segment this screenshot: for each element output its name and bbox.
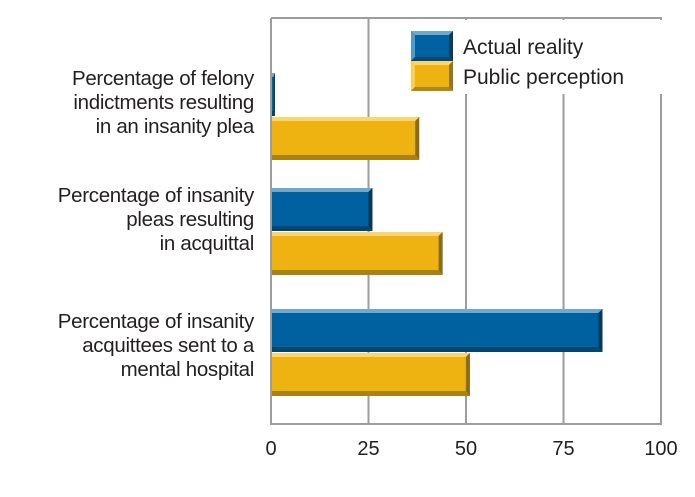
legend-item-public-perception: Public perception [411,61,624,91]
legend-swatch-actual-reality [411,31,453,61]
bar-public-perception-3 [271,353,470,396]
plot-frame [270,17,662,425]
bar-actual-reality-2 [271,188,373,231]
x-tick-label-100: 100 [644,438,677,460]
bars [271,73,603,396]
legend-swatch-public-perception [411,61,453,91]
category-label-insanity-pleas: Percentage of insanity pleas resulting i… [57,184,255,255]
plot-border [270,17,662,425]
bar-public-perception-1 [271,117,420,160]
x-tick-label-25: 25 [357,438,379,460]
bar-public-perception-2 [271,232,443,275]
legend-label-public-perception: Public perception [463,66,624,89]
x-tick-label-0: 0 [265,438,276,460]
bar-actual-reality-3 [271,309,603,352]
x-tick-label-50: 50 [455,438,477,460]
x-tick-label-75: 75 [552,438,574,460]
legend: Actual reality Public perception [402,20,695,94]
legend-item-actual-reality: Actual reality [411,31,584,61]
x-axis-ticks: 0 25 50 75 100 [265,438,677,460]
category-label-felony-indictments: Percentage of felony indictments resulti… [71,67,254,138]
legend-label-actual-reality: Actual reality [463,36,584,59]
category-label-insanity-acquittees: Percentage of insanity acquittees sent t… [57,310,255,381]
